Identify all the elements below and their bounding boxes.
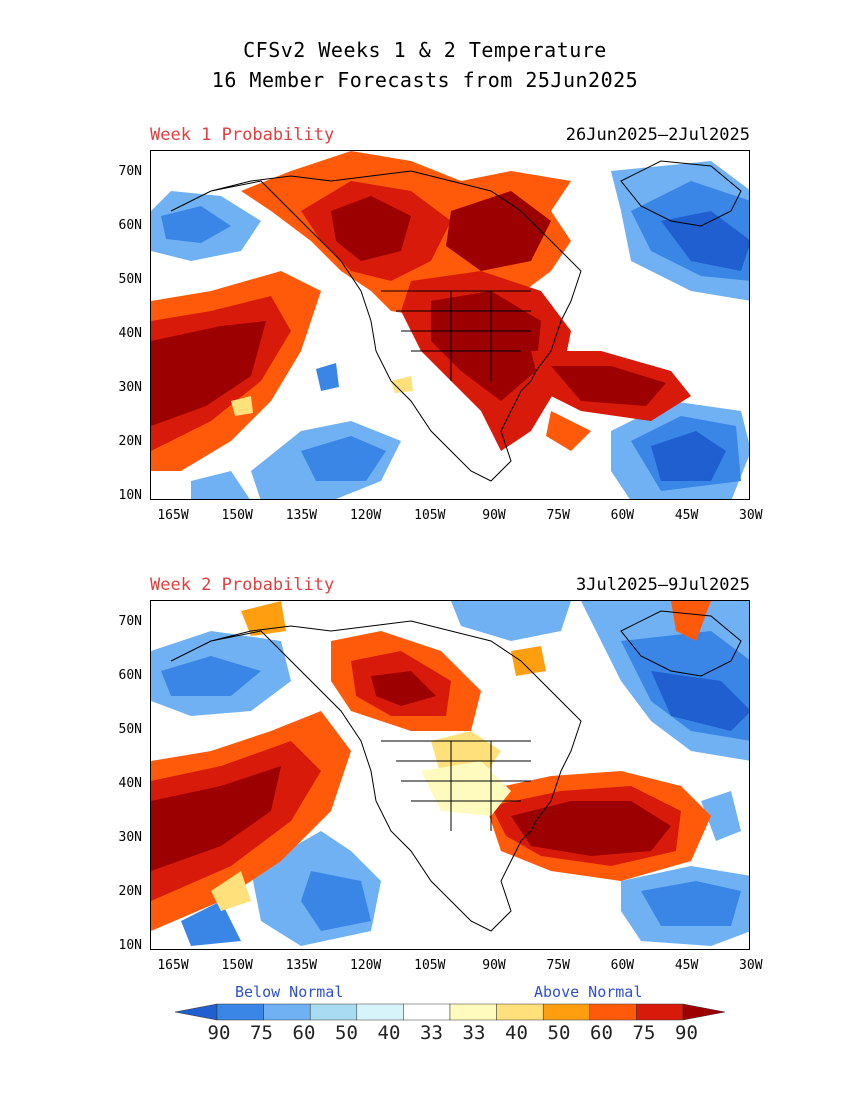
week2-probability-map: [150, 600, 750, 950]
week1-dates: 26Jun2025—2Jul2025: [565, 125, 750, 145]
lat-label: 50N: [118, 272, 142, 287]
color-scale-bar: [175, 1003, 725, 1021]
lon-label: 105W: [414, 508, 446, 523]
lat-label: 20N: [118, 884, 142, 899]
week2-coastlines: [170, 610, 742, 932]
lat-label: 30N: [118, 830, 142, 845]
lon-label: 45W: [674, 508, 699, 523]
lon-label: 75W: [546, 508, 570, 523]
title-line-1: CFSv2 Weeks 1 & 2 Temperature: [243, 38, 607, 62]
lon-label: 60W: [610, 508, 635, 523]
scale-value: 33: [420, 1022, 443, 1044]
lat-label: 10N: [118, 488, 142, 503]
lat-label: 40N: [118, 326, 142, 341]
lat-label: 30N: [118, 380, 142, 395]
week1-coastlines: [170, 160, 742, 482]
lon-label: 135W: [285, 958, 318, 973]
lat-label: 10N: [118, 938, 142, 953]
lat-label: 40N: [118, 776, 142, 791]
scale-swatch: [216, 1003, 264, 1021]
lat-label: 50N: [118, 722, 142, 737]
week1-above-normal-areas: [151, 151, 691, 471]
scale-swatch: [403, 1003, 451, 1021]
lon-label: 90W: [482, 508, 506, 523]
week2-below-normal-areas: [151, 601, 749, 946]
lon-label: 30W: [739, 958, 763, 973]
scale-swatch: [496, 1003, 544, 1021]
week2-above-normal-areas: [151, 601, 711, 931]
title-line-2: 16 Member Forecasts from 25Jun2025: [211, 68, 639, 92]
scale-swatch: [449, 1003, 497, 1021]
below-normal-label: Below Normal: [235, 983, 344, 1001]
lon-label: 120W: [349, 958, 382, 973]
scale-value: 60: [292, 1022, 316, 1044]
scale-value: 40: [377, 1022, 401, 1044]
scale-value: 50: [547, 1022, 571, 1044]
scale-swatch: [263, 1003, 311, 1021]
lon-label: 150W: [221, 508, 253, 523]
scale-value: 90: [207, 1022, 231, 1044]
week2-label: Week 2 Probability: [150, 575, 335, 595]
scale-value: 33: [462, 1022, 486, 1044]
week1-label: Week 1 Probability: [150, 125, 335, 145]
lon-label: 105W: [414, 958, 446, 973]
scale-value: 50: [335, 1022, 358, 1044]
scale-swatch: [589, 1003, 637, 1021]
lon-label: 150W: [221, 958, 253, 973]
lon-label: 60W: [610, 958, 635, 973]
lon-label: 30W: [739, 508, 763, 523]
lon-label: 90W: [482, 958, 506, 973]
scale-value: 75: [250, 1022, 273, 1044]
scale-value: 40: [505, 1022, 528, 1044]
scale-value: 60: [590, 1022, 613, 1044]
above-normal-label: Above Normal: [534, 983, 643, 1001]
lat-label: 70N: [118, 614, 142, 629]
lon-label: 75W: [546, 958, 570, 973]
scale-value: 75: [632, 1022, 656, 1044]
lon-label: 165W: [157, 508, 189, 523]
scale-swatch: [542, 1003, 591, 1021]
lat-label: 70N: [118, 164, 142, 179]
lon-label: 120W: [349, 508, 382, 523]
scale-arrow-right: [682, 1003, 725, 1021]
lon-label: 45W: [674, 958, 699, 973]
week1-below-normal-areas: [151, 161, 749, 499]
week2-dates: 3Jul2025—9Jul2025: [576, 575, 750, 595]
lon-label: 165W: [157, 958, 189, 973]
scale-swatch: [636, 1003, 684, 1021]
week1-probability-map: [150, 150, 750, 500]
lon-label: 135W: [285, 508, 318, 523]
scale-value: 90: [675, 1022, 698, 1044]
lat-label: 60N: [118, 668, 142, 683]
scale-arrow-left: [175, 1003, 218, 1021]
scale-swatch: [356, 1003, 404, 1021]
scale-swatch: [309, 1003, 358, 1021]
lat-label: 60N: [118, 218, 142, 233]
lat-label: 20N: [118, 434, 142, 449]
